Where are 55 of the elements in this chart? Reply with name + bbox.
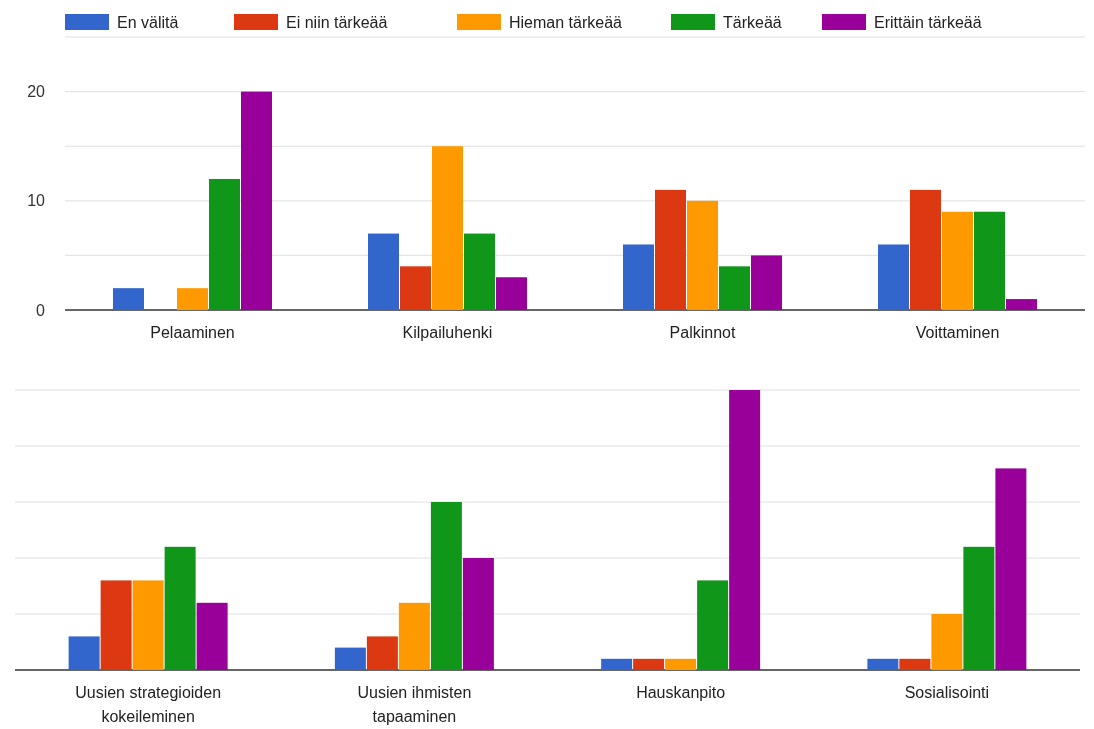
bar	[697, 580, 729, 670]
bar	[867, 658, 899, 670]
bar	[430, 502, 462, 670]
bar	[931, 614, 963, 670]
bar	[368, 233, 399, 310]
bar	[334, 647, 366, 670]
bar	[751, 255, 782, 310]
bar	[878, 244, 909, 310]
bar	[974, 211, 1005, 310]
bar	[496, 277, 527, 310]
legend-label: En välitä	[117, 13, 179, 31]
y-tick-label: 20	[27, 83, 46, 101]
bar	[462, 558, 494, 670]
bar	[665, 658, 697, 670]
bar	[432, 146, 463, 310]
y-tick-label: 10	[27, 192, 46, 210]
x-tick-label: Uusien ihmisten tapaaminen	[357, 684, 472, 725]
bar	[68, 636, 100, 670]
bar	[177, 288, 208, 310]
x-tick-label: Uusien strategioiden kokeileminen	[75, 684, 222, 725]
bar	[899, 658, 931, 670]
legend-label: Tärkeää	[723, 13, 782, 31]
bar	[687, 200, 718, 310]
bar	[196, 602, 228, 670]
legend-label: Hieman tärkeää	[509, 13, 623, 31]
x-tick-label: Sosialisointi	[904, 684, 990, 701]
bar	[241, 91, 272, 310]
bar	[164, 546, 196, 670]
bar	[1006, 299, 1037, 310]
bar	[963, 546, 995, 670]
legend-label: Erittäin tärkeää	[874, 13, 982, 31]
bar	[366, 636, 398, 670]
x-tick-label: Kilpailuhenki	[402, 324, 493, 341]
y-tick-label: 0	[36, 301, 46, 319]
bar	[623, 244, 654, 310]
bar	[995, 468, 1027, 670]
bar	[942, 211, 973, 310]
bar	[113, 288, 144, 310]
bar	[464, 233, 495, 310]
bar	[132, 580, 164, 670]
bar	[400, 266, 431, 310]
bar	[719, 266, 750, 310]
x-tick-label: Hauskanpito	[636, 684, 726, 701]
x-tick-label: Pelaaminen	[150, 324, 235, 341]
bar	[209, 178, 240, 310]
bar	[729, 390, 761, 670]
legend-label: Ei niin tärkeää	[286, 13, 388, 31]
x-tick-label: Palkinnot	[669, 324, 736, 341]
bar	[398, 602, 430, 670]
bar	[633, 658, 665, 670]
bar	[601, 658, 633, 670]
bar	[655, 189, 686, 310]
bar	[910, 189, 941, 310]
bar	[100, 580, 132, 670]
x-tick-label: Voittaminen	[915, 324, 1000, 341]
